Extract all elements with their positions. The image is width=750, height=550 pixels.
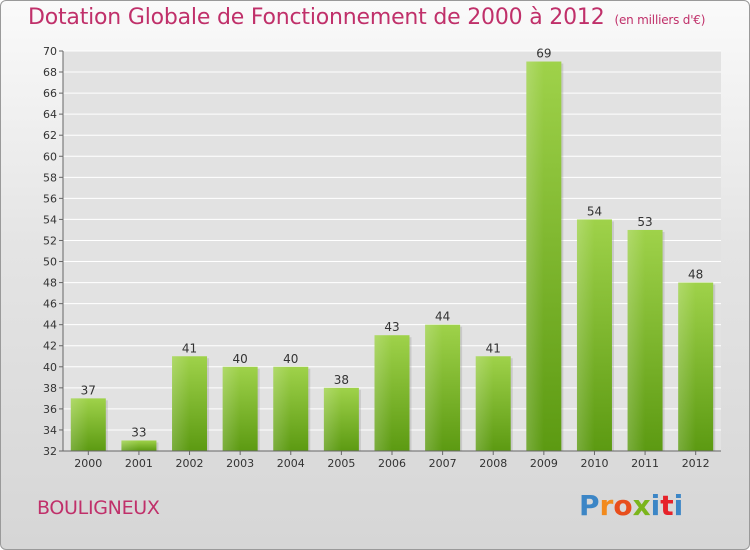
logo-letter: i	[650, 489, 661, 522]
logo-letter: t	[660, 489, 674, 522]
y-tick-label: 62	[43, 129, 57, 142]
y-axis: 32 34 36 38 40 42 44 46 48 50 52 54 56 58 60 62 64 66 68 70	[43, 45, 64, 458]
y-tick-label: 50	[43, 256, 57, 269]
y-tick-label: 38	[43, 382, 57, 395]
bar-highlight	[222, 366, 241, 451]
y-tick-label: 42	[43, 340, 57, 353]
y-tick-label: 52	[43, 234, 57, 247]
x-tick-label: 2010	[580, 457, 608, 470]
y-tick-label: 60	[43, 150, 57, 163]
bars: 37 33 41 40 40 38 43 44 41 69 54 53 48	[70, 47, 716, 452]
x-tick-label: 2006	[378, 457, 406, 470]
logo-letter: o	[613, 489, 633, 522]
bar-highlight	[425, 324, 443, 451]
bar-highlight	[273, 366, 291, 451]
bar-highlight	[121, 440, 139, 451]
x-tick-label: 2009	[530, 457, 558, 470]
y-tick-label: 34	[43, 424, 57, 437]
x-tick-label: 2007	[429, 457, 457, 470]
y-tick-label: 54	[43, 213, 57, 226]
data-label: 38	[334, 373, 349, 387]
y-tick-label: 36	[43, 403, 57, 416]
y-tick-label: 48	[43, 277, 57, 290]
x-axis: 2000 2001 2002 2003 2004 2005 2006 2007 2008 2009…	[63, 450, 721, 470]
chart-subtitle: (en milliers d'€)	[614, 13, 706, 27]
data-label: 40	[283, 352, 298, 366]
data-label: 40	[233, 352, 248, 366]
bar-highlight	[374, 335, 392, 451]
x-tick-label: 2005	[327, 457, 355, 470]
chart-title-block: Dotation Globale de Fonctionnement de 20…	[28, 5, 705, 30]
data-label: 53	[637, 215, 652, 229]
commune-name: BOULIGNEUX	[37, 497, 160, 519]
y-tick-label: 58	[43, 171, 57, 184]
y-tick-label: 44	[43, 319, 57, 332]
logo-letter: i	[673, 489, 684, 522]
y-tick-label: 56	[43, 192, 57, 205]
x-tick-label: 2003	[226, 457, 254, 470]
data-label: 33	[131, 425, 146, 439]
logo-letter: P	[579, 489, 600, 522]
y-tick-label: 68	[43, 66, 57, 79]
bar-highlight	[70, 398, 89, 451]
bar-highlight	[475, 356, 494, 451]
bar-highlight	[678, 282, 696, 451]
logo-letter: x	[632, 489, 651, 522]
chart-title: Dotation Globale de Fonctionnement de 20…	[28, 5, 605, 30]
data-label: 43	[384, 320, 399, 334]
x-tick-label: 2011	[631, 457, 659, 470]
y-tick-label: 64	[43, 108, 57, 121]
proxiti-logo[interactable]: Proxiti	[579, 489, 683, 522]
x-tick-label: 2000	[74, 457, 102, 470]
logo-letter: r	[599, 489, 614, 522]
bar-highlight	[576, 219, 595, 451]
bar-highlight	[323, 387, 342, 451]
bar-highlight	[172, 356, 190, 451]
x-tick-label: 2004	[277, 457, 305, 470]
x-tick-label: 2012	[682, 457, 710, 470]
x-tick-label: 2001	[125, 457, 153, 470]
data-label: 44	[435, 310, 450, 324]
y-tick-label: 32	[43, 445, 57, 458]
x-tick-label: 2008	[479, 457, 507, 470]
data-label: 69	[536, 47, 551, 61]
y-tick-label: 46	[43, 298, 57, 311]
x-tick-label: 2002	[176, 457, 204, 470]
data-label: 54	[587, 204, 602, 218]
data-label: 41	[486, 341, 501, 355]
y-tick-label: 70	[43, 45, 57, 58]
data-label: 48	[688, 268, 703, 282]
data-label: 41	[182, 341, 197, 355]
data-label: 37	[81, 383, 96, 397]
bar-highlight	[627, 229, 646, 451]
y-tick-label: 40	[43, 361, 57, 374]
bar-highlight	[526, 61, 544, 452]
y-tick-label: 66	[43, 87, 57, 100]
